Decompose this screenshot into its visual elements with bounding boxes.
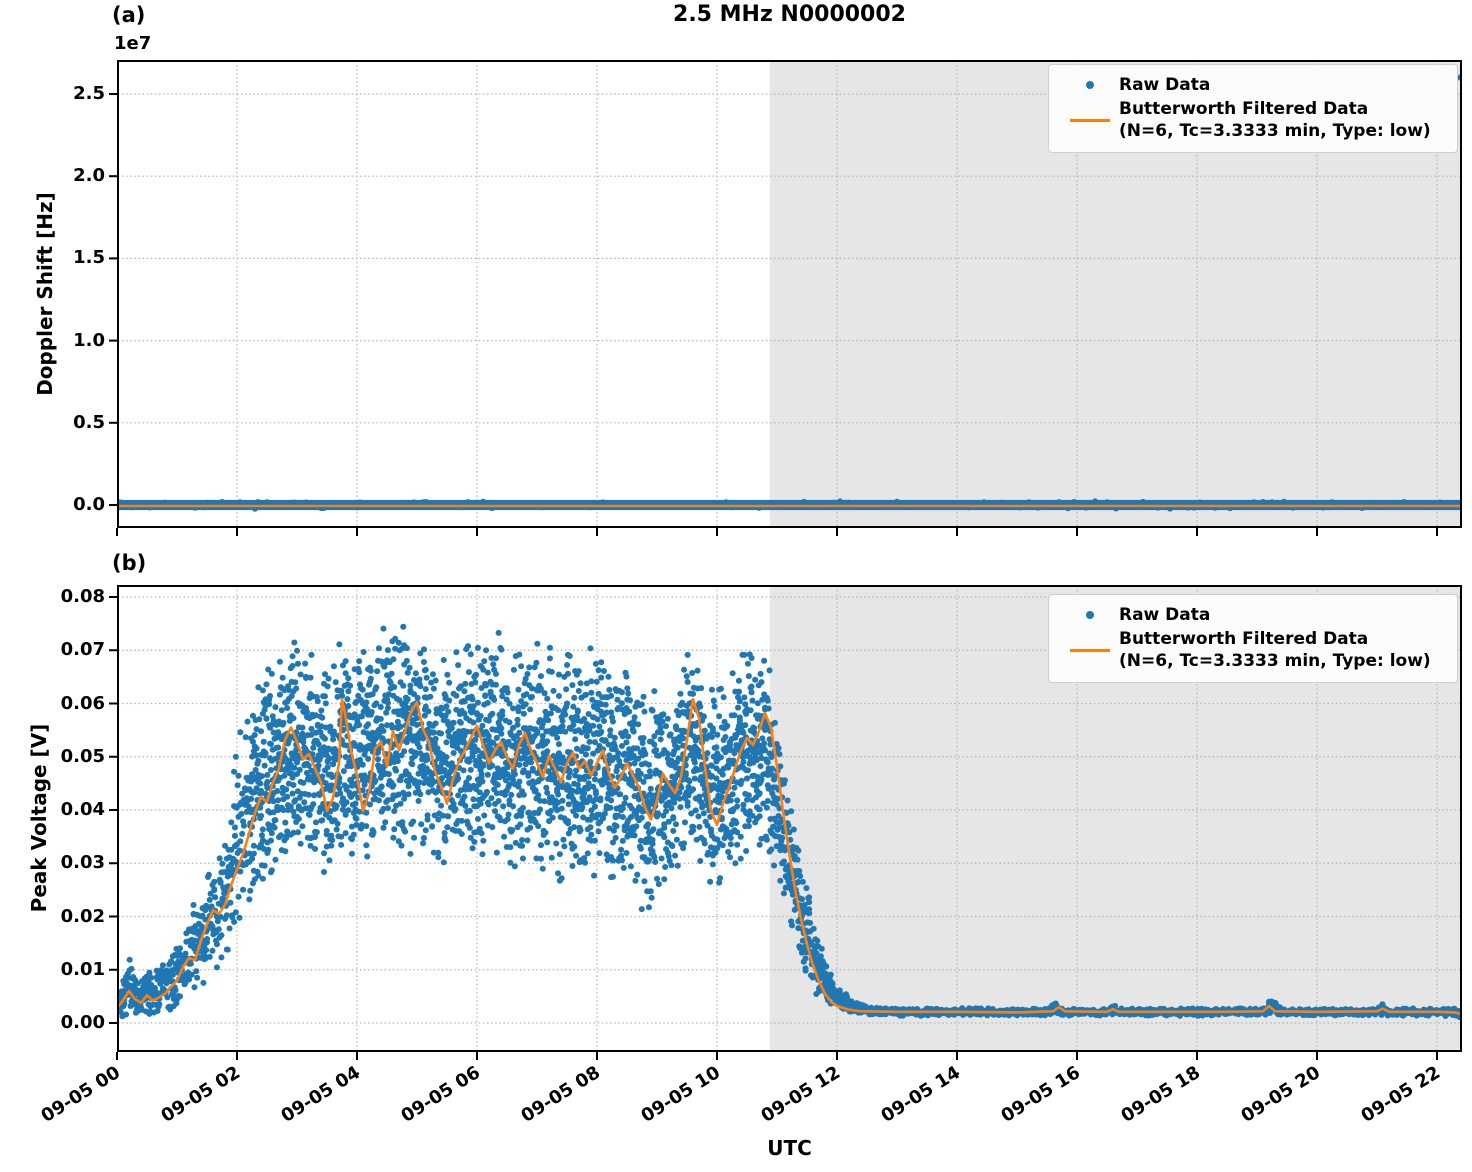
legend-raw-row: Raw Data bbox=[1061, 604, 1445, 626]
x-tick-label: 09-05 06 bbox=[397, 1062, 485, 1127]
x-tick-label: 09-05 20 bbox=[1237, 1062, 1325, 1127]
xlabel-utc: UTC bbox=[767, 1136, 812, 1160]
legend-filtered-label-line2: (N=6, Tc=3.3333 min, Type: low) bbox=[1119, 651, 1431, 671]
legend-filtered-row: Butterworth Filtered Data (N=6, Tc=3.333… bbox=[1061, 628, 1445, 672]
legend-filtered-label-line1: Butterworth Filtered Data bbox=[1119, 99, 1369, 119]
axes-spines bbox=[117, 585, 1462, 1052]
y-tick-label: 1.0 bbox=[73, 329, 105, 351]
legend-filtered-label-line2: (N=6, Tc=3.3333 min, Type: low) bbox=[1119, 121, 1431, 141]
raw-data-marker-icon bbox=[1061, 611, 1119, 619]
x-tick-label: 09-05 18 bbox=[1117, 1062, 1205, 1127]
y-tick-label: 0.05 bbox=[60, 745, 105, 767]
y-tick-label: 0.5 bbox=[73, 411, 105, 433]
y-tick-label: 0.02 bbox=[60, 905, 105, 927]
x-tick-label: 09-05 02 bbox=[157, 1062, 245, 1127]
data-layer bbox=[118, 623, 1461, 1021]
ylabel-doppler-shift: Doppler Shift [Hz] bbox=[33, 192, 57, 396]
legend-raw-row: Raw Data bbox=[1061, 74, 1445, 96]
raw-data-marker-icon bbox=[1061, 81, 1119, 89]
legend-raw-label: Raw Data bbox=[1119, 605, 1211, 625]
filtered-line bbox=[118, 697, 1461, 1016]
legend-plot-b: Raw Data Butterworth Filtered Data (N=6,… bbox=[1048, 594, 1458, 683]
panel-b-label: (b) bbox=[112, 551, 147, 575]
y-tick-label: 0.0 bbox=[73, 494, 105, 515]
legend-filtered-row: Butterworth Filtered Data (N=6, Tc=3.333… bbox=[1061, 98, 1445, 142]
y-tick-label: 0.03 bbox=[60, 852, 105, 874]
legend-filtered-label-line1: Butterworth Filtered Data bbox=[1119, 629, 1369, 649]
x-tick-label: 09-05 08 bbox=[517, 1062, 605, 1127]
y-tick-label: 0.01 bbox=[60, 958, 105, 980]
raw-data-scatter bbox=[118, 623, 443, 1020]
figure-title: 2.5 MHz N0000002 bbox=[673, 2, 906, 27]
x-tick-label: 09-05 00 bbox=[37, 1062, 125, 1127]
x-tick-label: 09-05 16 bbox=[997, 1062, 1085, 1127]
legend-raw-label: Raw Data bbox=[1119, 75, 1211, 95]
x-tick-label: 09-05 10 bbox=[637, 1062, 725, 1127]
y-tick-label: 1.5 bbox=[73, 247, 105, 269]
y-tick-label: 0.08 bbox=[60, 586, 105, 607]
y-tick-label: 2.0 bbox=[73, 165, 105, 187]
legend-plot-a: Raw Data Butterworth Filtered Data (N=6,… bbox=[1048, 64, 1458, 153]
x-tick-label: 09-05 12 bbox=[757, 1062, 845, 1127]
data-layer bbox=[118, 74, 1461, 512]
y-tick-label: 0.00 bbox=[60, 1012, 105, 1033]
tick-marks bbox=[109, 93, 1438, 536]
x-tick-label: 09-05 22 bbox=[1357, 1062, 1445, 1127]
y-axis-offset-text: 1e7 bbox=[114, 33, 152, 54]
y-tick-label: 0.06 bbox=[60, 692, 105, 714]
filtered-line-marker-icon bbox=[1061, 648, 1119, 652]
x-tick-label: 09-05 04 bbox=[277, 1062, 365, 1127]
y-tick-label: 2.5 bbox=[73, 83, 105, 104]
x-tick-label: 09-05 14 bbox=[877, 1062, 965, 1127]
filtered-line-marker-icon bbox=[1061, 118, 1119, 122]
raw-data-scatter bbox=[436, 629, 713, 913]
axes-spines bbox=[117, 60, 1462, 528]
y-tick-label: 0.04 bbox=[60, 799, 105, 820]
tick-marks bbox=[109, 596, 1438, 1060]
y-tick-label: 0.07 bbox=[60, 639, 105, 661]
panel-a-label: (a) bbox=[112, 3, 146, 27]
